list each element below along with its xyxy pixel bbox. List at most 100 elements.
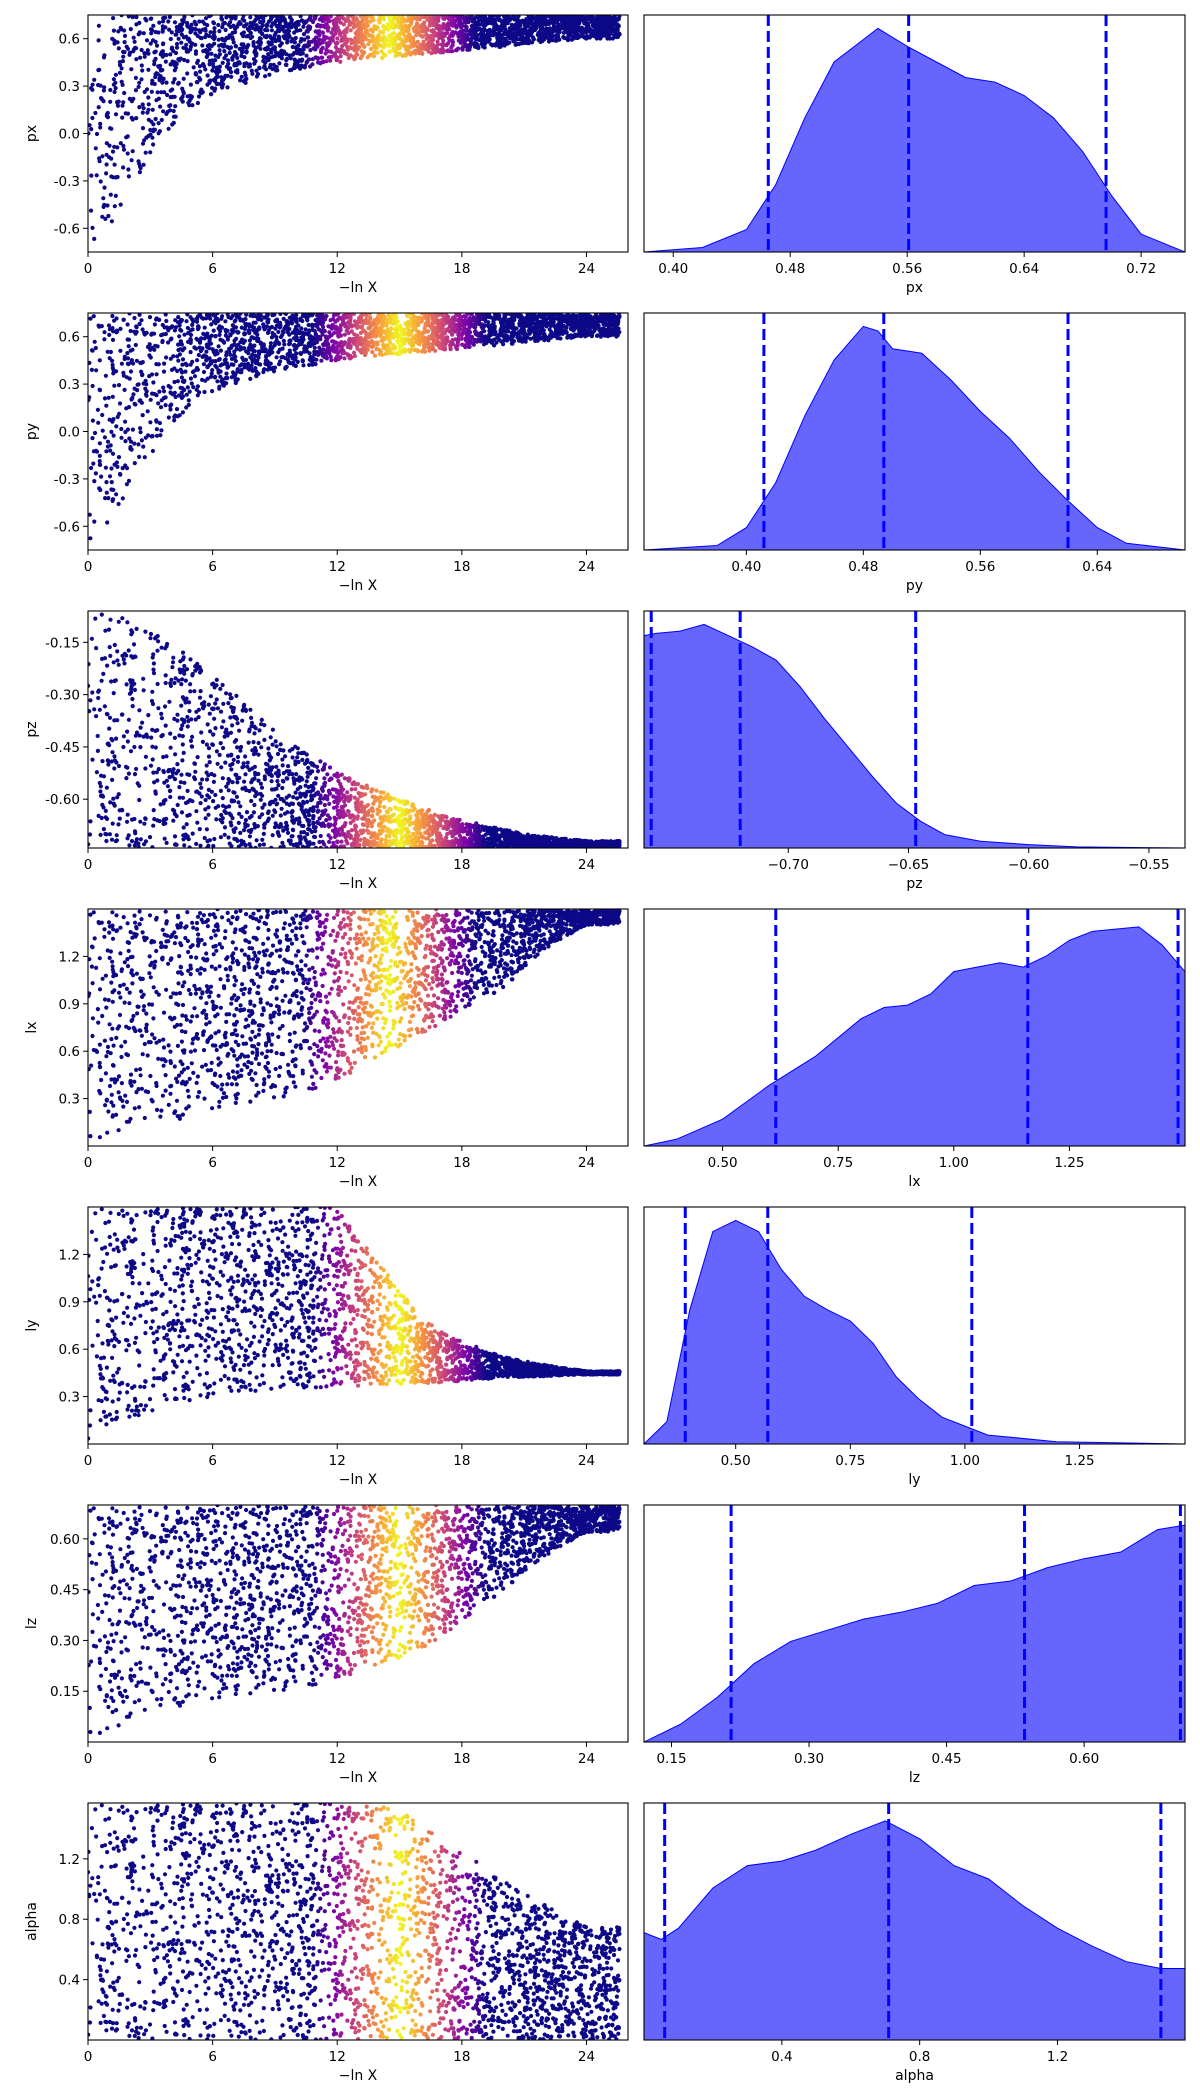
scatter-point: [377, 20, 382, 25]
scatter-point: [292, 336, 297, 341]
scatter-point: [117, 70, 123, 75]
scatter-point: [355, 346, 360, 351]
scatter-point: [446, 48, 451, 53]
scatter-point: [252, 50, 257, 55]
scatter-point: [172, 77, 177, 82]
scatter-point: [354, 16, 359, 21]
scatter-point: [614, 31, 619, 36]
scatter-point: [251, 327, 256, 333]
scatter-point: [180, 86, 185, 91]
scatter-point: [201, 362, 206, 367]
scatter-point: [249, 366, 254, 371]
scatter-point: [558, 317, 563, 322]
scatter-point: [338, 348, 343, 353]
scatter-point: [247, 324, 252, 329]
scatter-point: [346, 19, 351, 24]
scatter-point: [299, 326, 304, 331]
scatter-point: [217, 52, 222, 57]
scatter-point: [538, 39, 543, 45]
scatter-point: [195, 326, 201, 332]
scatter-point: [504, 323, 510, 328]
scatter-point: [185, 385, 190, 390]
scatter-point: [102, 185, 107, 190]
scatter-point: [248, 35, 253, 41]
scatter-point: [359, 30, 364, 35]
scatter-point: [335, 40, 340, 45]
scatter-point: [96, 82, 101, 88]
scatter-point: [200, 19, 205, 24]
scatter-point: [525, 313, 530, 317]
scatter-point: [431, 338, 437, 343]
scatter-point: [270, 54, 275, 59]
scatter-point: [150, 135, 155, 140]
scatter-point: [479, 41, 484, 47]
scatter-point: [431, 20, 436, 25]
scatter-point: [477, 26, 482, 31]
scatter-point: [93, 146, 98, 151]
scatter-point: [117, 63, 123, 68]
scatter-point: [193, 22, 199, 27]
scatter-point: [328, 58, 333, 63]
scatter-point: [118, 25, 123, 30]
scatter-point: [126, 167, 131, 172]
scatter-point: [188, 362, 193, 367]
scatter-point: [194, 72, 199, 77]
scatter-point: [169, 30, 174, 35]
scatter-point: [265, 367, 270, 372]
scatter-point: [267, 42, 272, 47]
scatter-point: [595, 316, 600, 321]
x-tick-label: 0.40: [658, 261, 688, 277]
scatter-point: [97, 462, 102, 467]
scatter-point: [182, 57, 187, 63]
scatter-point: [615, 34, 621, 40]
scatter-point: [379, 352, 384, 357]
scatter-point: [213, 334, 218, 339]
scatter-point: [365, 333, 370, 338]
scatter-point: [283, 366, 288, 371]
scatter-point: [242, 70, 247, 75]
scatter-point: [207, 47, 212, 52]
scatter-point: [302, 63, 308, 68]
scatter-point: [520, 319, 525, 325]
scatter-point: [429, 51, 434, 56]
scatter-point: [213, 352, 218, 357]
scatter-point: [192, 345, 197, 350]
scatter-point: [566, 29, 571, 34]
scatter-point: [496, 333, 501, 338]
scatter-point: [207, 80, 212, 85]
scatter-point: [176, 358, 181, 363]
scatter-point: [114, 316, 119, 321]
scatter-point: [134, 325, 139, 330]
scatter-point: [104, 449, 109, 454]
scatter-point: [268, 17, 273, 22]
scatter-point: [120, 466, 125, 471]
scatter-point: [94, 173, 99, 178]
scatter-point: [216, 370, 221, 375]
scatter-point: [158, 63, 163, 68]
scatter-point: [475, 23, 480, 28]
scatter-point: [168, 88, 173, 93]
scatter-point: [299, 337, 304, 342]
scatter-point: [109, 219, 114, 224]
scatter-point: [195, 58, 201, 63]
scatter-point: [268, 341, 273, 346]
scatter-point: [224, 64, 230, 69]
scatter-point: [212, 26, 217, 31]
scatter-point: [508, 318, 513, 323]
scatter-point: [356, 35, 362, 40]
scatter-point: [211, 20, 216, 25]
scatter-point: [164, 80, 169, 85]
scatter-point: [243, 80, 248, 85]
scatter-point: [142, 138, 147, 143]
scatter-point: [198, 89, 203, 95]
scatter-point: [278, 313, 283, 316]
scatter-point: [157, 78, 162, 83]
scatter-point: [317, 345, 322, 350]
scatter-point: [112, 462, 117, 467]
scatter-point: [175, 379, 180, 384]
scatter-point: [564, 16, 569, 21]
scatter-point: [238, 347, 243, 352]
scatter-point: [105, 439, 111, 444]
scatter-point: [134, 15, 139, 20]
